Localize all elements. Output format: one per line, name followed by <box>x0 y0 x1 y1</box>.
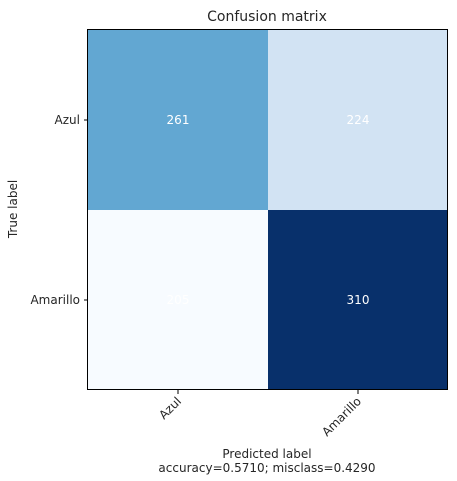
x-axis-label: Predicted label <box>222 447 311 461</box>
cell-value-label: 205 <box>167 293 190 307</box>
heatmap-cell <box>88 210 268 390</box>
heatmap-cell <box>88 30 268 210</box>
cell-value-label: 261 <box>167 113 190 127</box>
y-tick-label: Amarillo <box>30 293 80 307</box>
accuracy-misclass-label: accuracy=0.5710; misclass=0.4290 <box>158 461 375 475</box>
cell-value-label: 224 <box>347 113 370 127</box>
y-tick-label: Azul <box>55 113 80 127</box>
plot-frame <box>87 29 448 390</box>
heatmap-cell <box>268 30 448 210</box>
cell-value-label: 310 <box>347 293 370 307</box>
x-tick-label: Amarillo <box>319 394 364 439</box>
x-tick-label: Azul <box>156 394 184 422</box>
chart-title: Confusion matrix <box>207 9 327 25</box>
heatmap-cell <box>268 210 448 390</box>
heatmap-cells: 261 224 205 310 <box>88 30 448 390</box>
y-axis-label: True label <box>6 180 20 239</box>
